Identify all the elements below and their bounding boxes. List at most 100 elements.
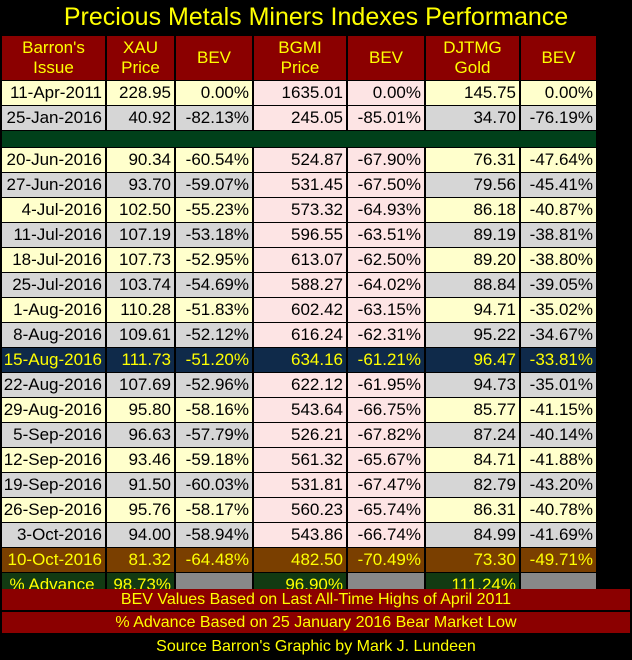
cell-xau-price: 96.63: [107, 423, 174, 447]
cell-xau-price: 40.92: [107, 106, 174, 130]
cell-djtmg-gold: 94.73: [426, 373, 519, 397]
cell-xau-price: 93.70: [107, 173, 174, 197]
cell-bgmi-price: 1635.01: [254, 81, 346, 105]
cell-bgmi-price: 531.81: [254, 473, 346, 497]
cell-djtmg-bev: -43.20%: [521, 473, 596, 497]
cell-xau-price: 103.74: [107, 273, 174, 297]
cell-xau-price: 90.34: [107, 148, 174, 172]
column-header-line: XAU: [123, 38, 158, 57]
cell-bgmi-price: 622.12: [254, 373, 346, 397]
cell-xau-bev: -52.95%: [176, 248, 252, 272]
cell-xau-price: 107.69: [107, 373, 174, 397]
cell-djtmg-gold: 145.75: [426, 81, 519, 105]
cell-bgmi-bev: -66.74%: [348, 523, 424, 547]
cell-djtmg-bev: -41.15%: [521, 398, 596, 422]
column-header-line: DJTMG: [443, 38, 502, 57]
column-header-line: BEV: [196, 48, 232, 67]
cell-bgmi-bev: -62.50%: [348, 248, 424, 272]
column-header-xau-price: XAU Price: [107, 36, 174, 80]
cell-xau-price: 111.73: [107, 348, 174, 372]
cell-bgmi-price: 616.24: [254, 323, 346, 347]
cell-djtmg-gold: 86.18: [426, 198, 519, 222]
cell-bgmi-bev: -63.15%: [348, 298, 424, 322]
cell-bgmi-bev: -65.74%: [348, 498, 424, 522]
cell-xau-bev: -54.69%: [176, 273, 252, 297]
cell-xau-bev: -51.83%: [176, 298, 252, 322]
cell-djtmg-gold: 86.31: [426, 498, 519, 522]
cell-xau-price: 91.50: [107, 473, 174, 497]
cell-bgmi-bev: -62.31%: [348, 323, 424, 347]
cell-bgmi-bev: -67.82%: [348, 423, 424, 447]
cell-djtmg-bev: -76.19%: [521, 106, 596, 130]
column-header-bgmi-bev: BEV: [348, 36, 424, 80]
cell-bgmi-bev: -64.02%: [348, 273, 424, 297]
cell-bgmi-bev: -63.51%: [348, 223, 424, 247]
cell-djtmg-bev: 0.00%: [521, 81, 596, 105]
cell-xau-bev: -58.16%: [176, 398, 252, 422]
cell-issue: 1-Aug-2016: [2, 298, 105, 322]
cell-bgmi-price: 588.27: [254, 273, 346, 297]
cell-xau-price: 94.00: [107, 523, 174, 547]
cell-xau-bev: -82.13%: [176, 106, 252, 130]
cell-xau-bev: -53.18%: [176, 223, 252, 247]
cell-djtmg-gold: 82.79: [426, 473, 519, 497]
cell-xau-bev: -59.07%: [176, 173, 252, 197]
cell-djtmg-bev: -40.14%: [521, 423, 596, 447]
cell-issue: 26-Sep-2016: [2, 498, 105, 522]
cell-djtmg-gold: 88.84: [426, 273, 519, 297]
cell-djtmg-bev: -39.05%: [521, 273, 596, 297]
column-header-line: Price: [280, 58, 320, 77]
cell-bgmi-price: 560.23: [254, 498, 346, 522]
cell-djtmg-bev: -38.81%: [521, 223, 596, 247]
cell-bgmi-bev: 0.00%: [348, 81, 424, 105]
column-header-issue: Barron's Issue: [2, 36, 105, 80]
cell-djtmg-gold: 95.22: [426, 323, 519, 347]
cell-issue: 27-Jun-2016: [2, 173, 105, 197]
cell-issue: 4-Jul-2016: [2, 198, 105, 222]
cell-djtmg-bev: -45.41%: [521, 173, 596, 197]
cell-bgmi-price: 596.55: [254, 223, 346, 247]
cell-djtmg-bev: -41.88%: [521, 448, 596, 472]
cell-djtmg-gold: 87.24: [426, 423, 519, 447]
cell-bgmi-price: 602.42: [254, 298, 346, 322]
cell-issue: 11-Apr-2011: [2, 81, 105, 105]
cell-xau-bev: -59.18%: [176, 448, 252, 472]
cell-djtmg-gold: 73.30: [426, 548, 519, 572]
column-header-bgmi-price: BGMI Price: [254, 36, 346, 80]
cell-xau-price: 228.95: [107, 81, 174, 105]
cell-issue: 5-Sep-2016: [2, 423, 105, 447]
cell-djtmg-gold: 89.20: [426, 248, 519, 272]
cell-issue: 8-Aug-2016: [2, 323, 105, 347]
cell-issue: 12-Sep-2016: [2, 448, 105, 472]
chart-title: Precious Metals Miners Indexes Performan…: [63, 3, 569, 31]
cell-bgmi-bev: -85.01%: [348, 106, 424, 130]
cell-bgmi-bev: -70.49%: [348, 548, 424, 572]
cell-xau-price: 95.80: [107, 398, 174, 422]
cell-issue: 25-Jan-2016: [2, 106, 105, 130]
cell-djtmg-bev: -33.81%: [521, 348, 596, 372]
cell-bgmi-price: 524.87: [254, 148, 346, 172]
cell-xau-price: 109.61: [107, 323, 174, 347]
cell-xau-bev: -52.12%: [176, 323, 252, 347]
cell-bgmi-price: 573.32: [254, 198, 346, 222]
cell-djtmg-gold: 76.31: [426, 148, 519, 172]
cell-xau-price: 93.46: [107, 448, 174, 472]
cell-djtmg-bev: -41.69%: [521, 523, 596, 547]
column-header-line: Barron's: [22, 38, 85, 57]
cell-djtmg-gold: 96.47: [426, 348, 519, 372]
cell-bgmi-bev: -61.21%: [348, 348, 424, 372]
cell-bgmi-price: 634.16: [254, 348, 346, 372]
cell-issue: 25-Jul-2016: [2, 273, 105, 297]
cell-xau-bev: -58.17%: [176, 498, 252, 522]
cell-issue: 22-Aug-2016: [2, 373, 105, 397]
cell-djtmg-bev: -40.78%: [521, 498, 596, 522]
cell-issue: 11-Jul-2016: [2, 223, 105, 247]
cell-xau-price: 102.50: [107, 198, 174, 222]
cell-xau-bev: -51.20%: [176, 348, 252, 372]
cell-xau-price: 95.76: [107, 498, 174, 522]
cell-djtmg-gold: 79.56: [426, 173, 519, 197]
cell-djtmg-bev: -47.64%: [521, 148, 596, 172]
cell-xau-bev: -58.94%: [176, 523, 252, 547]
footnote-bev: BEV Values Based on Last All-Time Highs …: [2, 589, 630, 610]
cell-xau-bev: -60.03%: [176, 473, 252, 497]
